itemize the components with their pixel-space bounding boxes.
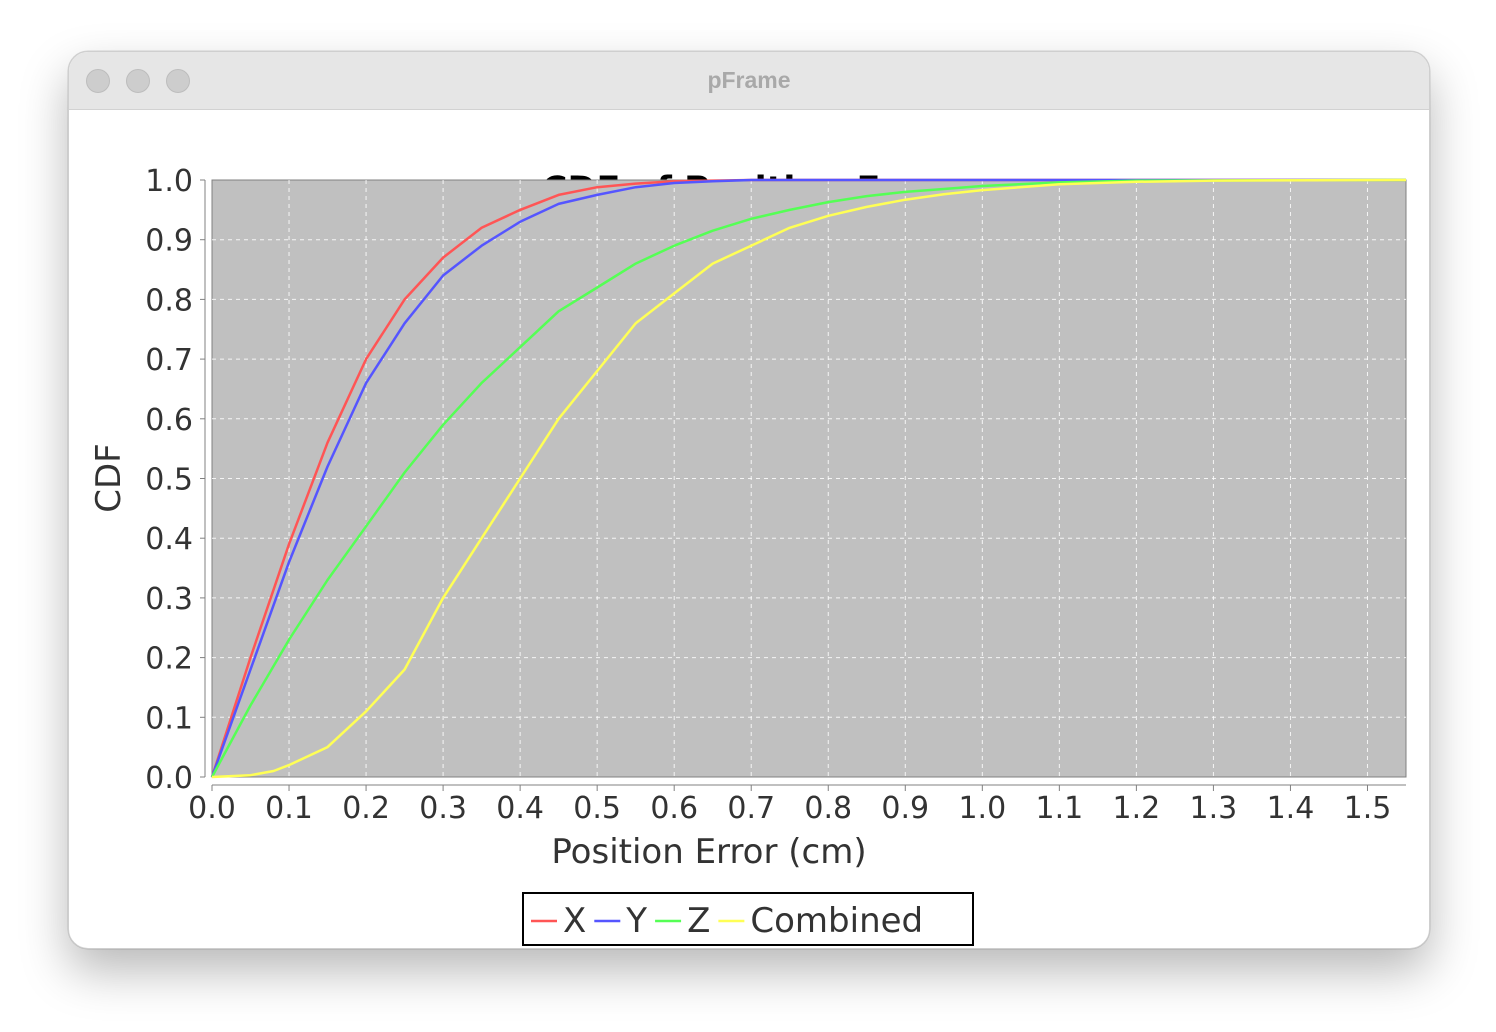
title-bar[interactable]: pFrame <box>69 52 1429 110</box>
y-tick-label-2: 0.2 <box>145 642 193 677</box>
x-tick-label-13: 1.3 <box>1190 791 1238 826</box>
x-tick-label-8: 0.8 <box>804 791 852 826</box>
x-tick-label-11: 1.1 <box>1035 791 1083 826</box>
legend-label-combined: Combined <box>750 901 923 941</box>
x-tick-label-10: 1.0 <box>958 791 1006 826</box>
y-tick-labels: 0.0 0.1 0.2 0.3 0.4 0.5 0.6 0.7 0.8 0.9 1.0 <box>145 164 193 796</box>
x-tick-label-7: 0.7 <box>727 791 775 826</box>
y-axis-label: CDF <box>89 443 129 512</box>
y-tick-label-9: 0.9 <box>145 224 193 259</box>
app-window: pFrame CDF of Position Error 0.00.10.20.… <box>68 51 1430 949</box>
legend-label-z: Z <box>687 901 710 941</box>
x-tick-label-2: 0.2 <box>342 791 390 826</box>
series-lines <box>210 178 1407 779</box>
cdf-chart: CDF of Position Error 0.00.10.20.30.40.5… <box>89 164 1407 946</box>
x-tick-label-6: 0.6 <box>650 791 698 826</box>
x-tick-label-15: 1.5 <box>1344 791 1392 826</box>
legend-label-y: Y <box>625 901 647 941</box>
x-tick-label-14: 1.4 <box>1267 791 1315 826</box>
window-title: pFrame <box>707 67 791 93</box>
x-tick-label-0: 0.0 <box>188 791 236 826</box>
x-tick-labels: 0.0 0.1 0.2 0.3 0.4 0.5 0.6 0.7 0.8 0.9 1.0 1.1 1.2 1… <box>188 791 1391 826</box>
x-tick-label-9: 0.9 <box>881 791 929 826</box>
grid-lines <box>212 180 1406 777</box>
y-tick-label-10: 1.0 <box>145 164 193 199</box>
x-tick-label-4: 0.4 <box>496 791 544 826</box>
x-tick-label-12: 1.2 <box>1113 791 1161 826</box>
y-tick-label-4: 0.4 <box>145 522 193 557</box>
x-axis-label: Position Error (cm) <box>551 832 866 872</box>
y-tick-label-3: 0.3 <box>145 582 193 617</box>
legend-box <box>522 892 974 946</box>
y-tick-label-6: 0.6 <box>145 403 193 438</box>
x-tick-label-3: 0.3 <box>419 791 467 826</box>
x-tick-label-5: 0.5 <box>573 791 621 826</box>
legend: X Y Z Combined <box>522 892 974 946</box>
minimize-icon[interactable] <box>126 69 150 93</box>
axes <box>200 179 1406 791</box>
zoom-icon[interactable] <box>166 69 190 93</box>
y-tick-label-1: 0.1 <box>145 701 193 736</box>
series-line-z <box>210 178 1407 778</box>
y-tick-label-0: 0.0 <box>145 761 193 796</box>
close-icon[interactable] <box>86 69 110 93</box>
legend-label-x: X <box>563 901 586 941</box>
chart-panel: CDF of Position Error 0.00.10.20.30.40.5… <box>69 110 1429 948</box>
y-tick-label-8: 0.8 <box>145 283 193 318</box>
series-line-combined <box>211 178 1407 779</box>
series-line-y <box>210 178 1406 778</box>
y-tick-label-7: 0.7 <box>145 343 193 378</box>
y-tick-label-5: 0.5 <box>145 463 193 498</box>
x-tick-label-1: 0.1 <box>265 791 313 826</box>
